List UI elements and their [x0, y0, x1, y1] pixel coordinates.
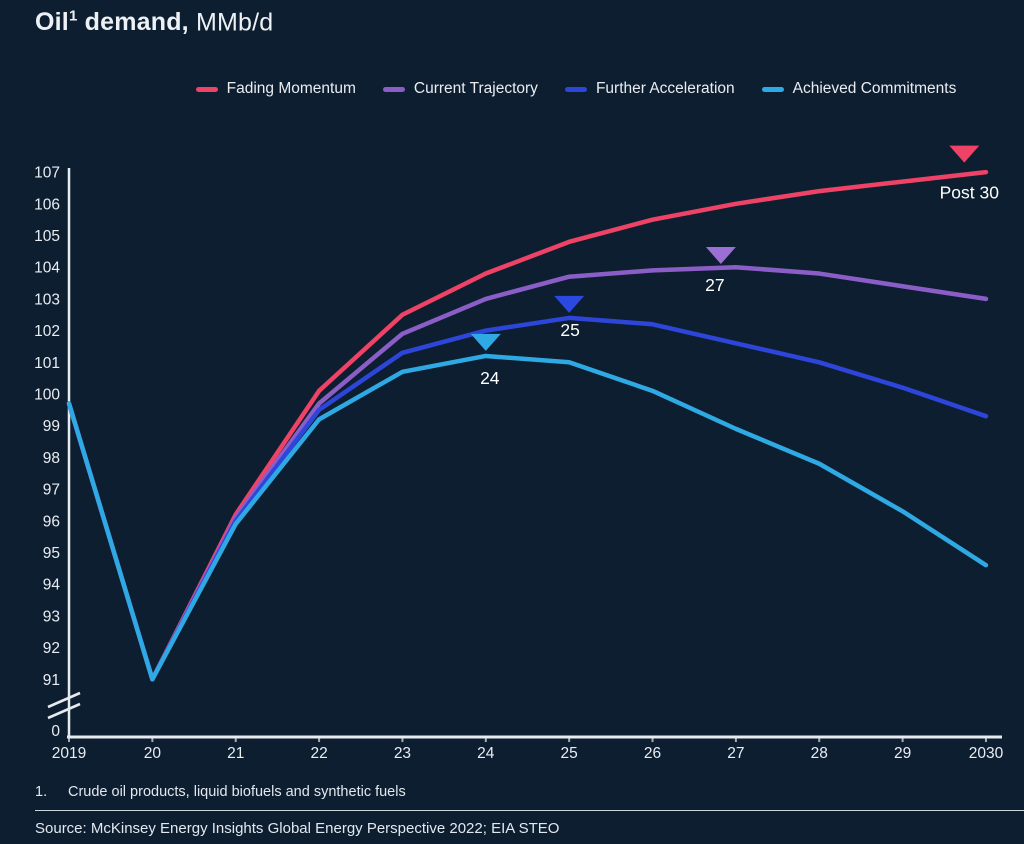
y-tick-label: 93: [43, 608, 60, 625]
y-tick-label: 97: [43, 482, 60, 499]
legend-swatch-icon: [382, 86, 405, 92]
peak-marker-triangle-icon: [949, 145, 980, 163]
legend-item: Current Trajectory: [382, 80, 538, 98]
y-tick-label: 92: [43, 640, 60, 657]
x-tick-label: 27: [727, 745, 744, 762]
y-tick-label: 94: [43, 577, 61, 594]
legend-swatch-icon: [564, 86, 587, 92]
chart-footnote: 1. Crude oil products, liquid biofuels a…: [35, 784, 406, 800]
x-tick-label: 21: [227, 745, 244, 762]
legend-swatch-icon: [195, 86, 218, 92]
y-tick-label: 95: [43, 545, 60, 562]
x-tick-label: 2030: [969, 745, 1004, 762]
y-tick-label: 107: [34, 165, 60, 182]
y-tick-label: 101: [34, 355, 60, 372]
x-tick-label: 25: [561, 745, 578, 762]
title-word: Oil: [35, 8, 69, 37]
peak-marker-label: Post 30: [940, 183, 1000, 203]
legend-label: Further Acceleration: [595, 80, 735, 97]
y-tick-label: 100: [34, 387, 60, 404]
y-tick-label: 106: [34, 196, 60, 213]
peak-marker-label: 27: [705, 275, 724, 295]
peak-marker-triangle-icon: [554, 295, 585, 313]
peak-marker-label: 25: [560, 320, 579, 340]
y-tick-label: 105: [34, 228, 60, 245]
x-tick-label: 20: [144, 745, 162, 762]
legend-item: Fading Momentum: [195, 80, 356, 98]
chart-legend: Fading Momentum Current Trajectory Further…: [0, 80, 1024, 98]
legend-item: Achieved Commitments: [761, 80, 957, 98]
legend-swatch-icon: [761, 86, 784, 92]
y-tick-label: 99: [43, 418, 60, 435]
chart-svg: 107 106 105 104 103 102 101 100 99 98 97 96 95 94 93 92…: [34, 145, 1004, 762]
y-tick-label: 102: [34, 323, 60, 340]
legend-label: Achieved Commitments: [792, 80, 957, 97]
peak-marker-label: 24: [480, 368, 500, 388]
series-line-fading-momentum: [66, 169, 989, 682]
y-tick-label: 104: [34, 260, 60, 277]
axis-break-slash: [47, 691, 81, 709]
y-tick-label: 91: [43, 672, 60, 689]
title-unit: MMb/d: [188, 8, 274, 37]
axis-break-slash: [47, 702, 81, 720]
y-tick-label: 103: [34, 291, 60, 308]
x-tick-label: 26: [644, 745, 661, 762]
x-tick-label: 23: [394, 745, 411, 762]
x-tick-label: 28: [811, 745, 828, 762]
peak-marker-triangle-icon: [705, 247, 736, 265]
y-tick-label: 98: [43, 450, 60, 467]
footnote-number: 1.: [35, 784, 48, 800]
footnote-divider: [35, 810, 1024, 811]
title-rest: demand,: [77, 8, 189, 37]
x-tick-label: 29: [894, 745, 911, 762]
series-line-further-acceleration: [66, 315, 989, 682]
legend-label: Fading Momentum: [226, 80, 356, 97]
legend-item: Further Acceleration: [564, 80, 735, 98]
y-tick-label: 96: [43, 513, 60, 530]
source-text: Source: McKinsey Energy Insights Global …: [35, 820, 560, 837]
y-origin-label: 0: [51, 723, 60, 740]
x-tick-label: 2019: [52, 745, 86, 762]
peak-marker-triangle-icon: [470, 333, 501, 351]
x-tick-label: 24: [477, 745, 495, 762]
footnote-text: Crude oil products, liquid biofuels and …: [68, 784, 406, 800]
page-title: Oil1 demand, MMb/d: [35, 8, 273, 37]
x-tick-label: 22: [310, 745, 327, 762]
series-line-current-trajectory: [66, 264, 989, 682]
footnote-superscript: 1: [68, 8, 78, 25]
legend-label: Current Trajectory: [413, 80, 538, 97]
series-line-achieved-commitments: [66, 353, 989, 682]
